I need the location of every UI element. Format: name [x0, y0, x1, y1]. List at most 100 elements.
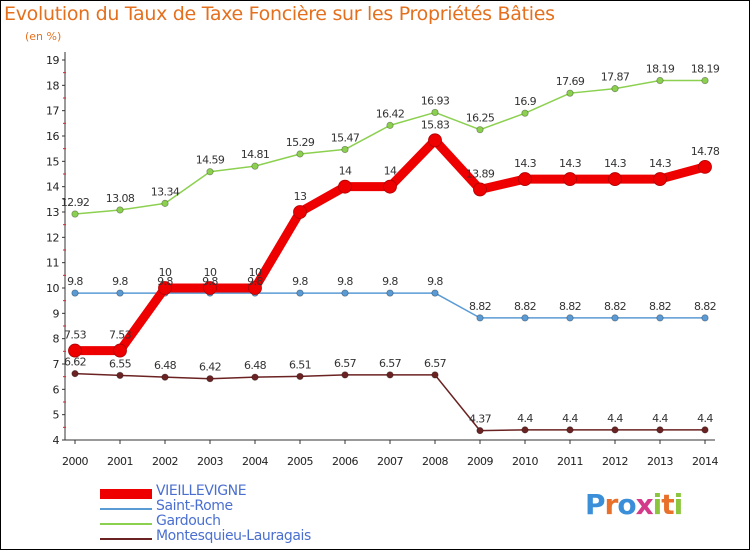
- data-label: 7.53: [109, 329, 132, 342]
- data-point: [386, 121, 394, 129]
- data-label: 14.3: [649, 157, 672, 170]
- data-point: [701, 76, 709, 85]
- data-label: 13.89: [466, 167, 495, 180]
- data-label: 16.42: [376, 107, 405, 120]
- data-point: [248, 281, 262, 295]
- data-point: [566, 426, 574, 434]
- data-point: [428, 133, 442, 148]
- data-point: [701, 314, 709, 322]
- data-label: 14: [339, 165, 352, 178]
- y-tick-label: 11: [46, 257, 59, 270]
- data-label: 4.4: [652, 412, 668, 425]
- data-label: 17.69: [556, 75, 585, 88]
- data-label: 8.82: [469, 300, 491, 313]
- data-point: [293, 205, 307, 219]
- y-tick-label: 16: [46, 130, 59, 143]
- data-label: 4.37: [469, 413, 492, 426]
- data-point: [71, 289, 79, 297]
- data-point: [701, 426, 709, 434]
- data-label: 6.57: [334, 357, 357, 370]
- data-label: 6.42: [199, 361, 221, 374]
- data-point: [608, 172, 622, 186]
- y-tick-label: 15: [46, 155, 59, 168]
- data-point: [656, 426, 664, 434]
- x-tick-label: 2006: [332, 455, 358, 468]
- y-tick-label: 5: [53, 409, 60, 422]
- y-tick-label: 8: [53, 333, 60, 346]
- x-tick-label: 2013: [647, 455, 673, 468]
- chart-title: Evolution du Taux de Taxe Foncière sur l…: [4, 3, 555, 25]
- data-point: [611, 85, 619, 93]
- data-point: [656, 314, 664, 322]
- data-label: 13: [294, 190, 307, 203]
- y-tick-label: 10: [46, 282, 59, 295]
- legend-label: Montesquieu-Lauragais: [156, 528, 311, 544]
- data-label: 6.57: [424, 357, 447, 370]
- data-point: [158, 281, 172, 295]
- data-point: [563, 172, 577, 186]
- data-label: 14.81: [241, 148, 270, 161]
- y-tick-label: 4: [53, 434, 60, 447]
- data-label: 14.78: [691, 145, 720, 158]
- data-point: [698, 160, 712, 174]
- data-label: 18.19: [646, 63, 675, 76]
- x-tick-label: 2005: [287, 455, 313, 468]
- x-tick-label: 2003: [197, 455, 223, 468]
- data-label: 9.8: [202, 275, 218, 288]
- chart-unit-label: (en %): [25, 30, 62, 43]
- x-tick-label: 2007: [377, 455, 403, 468]
- data-label: 8.82: [694, 300, 716, 313]
- x-tick-label: 2000: [62, 455, 88, 468]
- y-tick-label: 12: [46, 231, 59, 244]
- data-point: [566, 314, 574, 322]
- y-tick-label: 7: [53, 358, 60, 371]
- data-label: 6.57: [379, 357, 402, 370]
- x-tick-label: 2009: [467, 455, 493, 468]
- data-point: [203, 281, 217, 295]
- data-point: [476, 126, 484, 134]
- data-label: 15.83: [421, 118, 450, 131]
- data-label: 9.8: [112, 275, 128, 288]
- data-point: [341, 371, 349, 379]
- data-point: [521, 426, 529, 434]
- data-label: 8.82: [649, 300, 671, 313]
- data-label: 8.82: [514, 300, 536, 313]
- data-point: [611, 426, 619, 434]
- data-point: [473, 182, 487, 197]
- y-tick-label: 9: [53, 307, 60, 320]
- x-tick-label: 2010: [512, 455, 538, 468]
- data-point: [521, 109, 529, 117]
- x-tick-label: 2002: [152, 455, 178, 468]
- y-tick-label: 13: [46, 206, 59, 219]
- data-label: 15.29: [286, 136, 315, 149]
- data-point: [296, 150, 304, 158]
- data-label: 16.93: [421, 94, 450, 107]
- data-point: [116, 289, 124, 297]
- data-label: 9.8: [247, 275, 263, 288]
- x-tick-label: 2004: [242, 455, 268, 468]
- data-point: [386, 371, 394, 379]
- data-point: [656, 76, 664, 85]
- data-point: [206, 168, 214, 176]
- data-label: 9.8: [157, 275, 173, 288]
- data-label: 14.3: [559, 157, 582, 170]
- x-tick-label: 2001: [107, 455, 133, 468]
- data-label: 4.4: [607, 412, 623, 425]
- data-label: 14.3: [514, 157, 537, 170]
- proxiti-logo: Proxiti: [585, 488, 683, 521]
- data-point: [116, 371, 124, 379]
- data-label: 16.9: [514, 95, 537, 108]
- data-label: 10: [249, 266, 262, 279]
- data-point: [71, 210, 79, 218]
- legend-label: VIEILLEVIGNE: [156, 483, 247, 499]
- data-point: [386, 289, 394, 297]
- data-label: 14.3: [604, 157, 627, 170]
- data-label: 10: [159, 266, 172, 279]
- data-label: 9.8: [427, 275, 443, 288]
- legend-swatch: [100, 508, 152, 510]
- data-point: [521, 314, 529, 322]
- data-point: [431, 289, 439, 297]
- data-label: 4.4: [697, 412, 713, 425]
